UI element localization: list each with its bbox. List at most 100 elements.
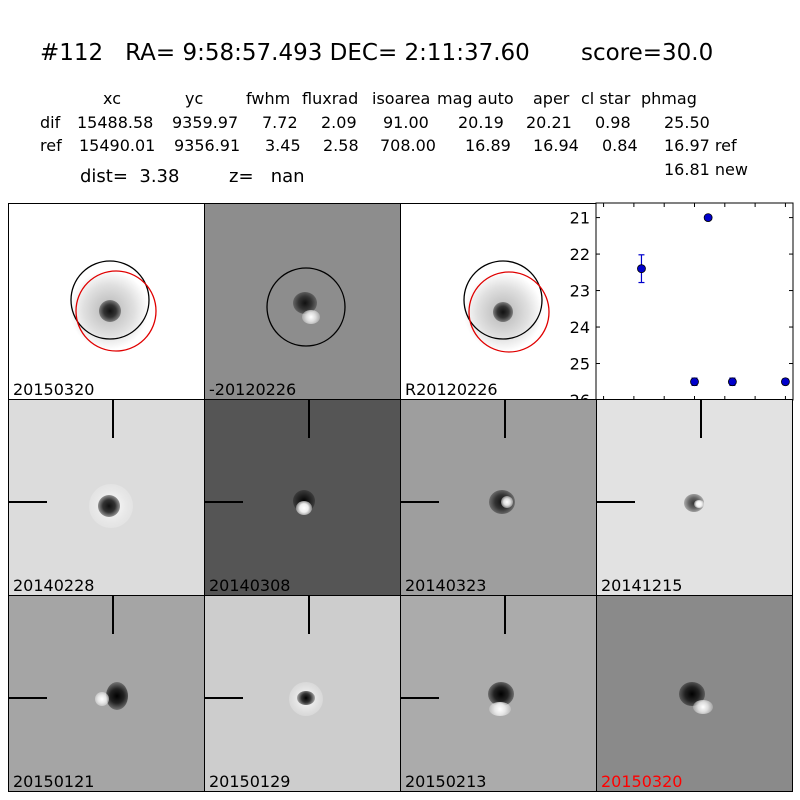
stamp-source bbox=[99, 300, 121, 322]
dif-aper: 20.21 bbox=[526, 113, 572, 132]
stamp-label: -20120226 bbox=[209, 380, 297, 399]
stamp-label: 20150320 bbox=[601, 772, 683, 791]
data-point bbox=[637, 264, 646, 274]
dif-fluxrad: 2.09 bbox=[321, 113, 357, 132]
stamp-label: 20150320 bbox=[13, 380, 95, 399]
dif-phmag: 25.50 bbox=[664, 113, 710, 132]
cutout-panel: 20150129 bbox=[204, 595, 401, 792]
crosshair-horizontal bbox=[205, 697, 243, 699]
dif-xc: 15488.58 bbox=[77, 113, 154, 132]
stamp-source bbox=[493, 302, 513, 322]
crosshair-vertical bbox=[112, 400, 114, 438]
page-title: #112 RA= 9:58:57.493 DEC= 2:11:37.60 sco… bbox=[40, 40, 714, 66]
cutout-panel: 20150121 bbox=[8, 595, 205, 792]
crosshair-vertical bbox=[504, 596, 506, 634]
crosshair-horizontal bbox=[9, 501, 47, 503]
stamp-source-bright bbox=[95, 692, 109, 706]
stamp-circles bbox=[266, 267, 346, 347]
crosshair-vertical bbox=[308, 400, 310, 438]
cutout-panel: 20150320 bbox=[596, 595, 793, 792]
data-point bbox=[727, 377, 737, 387]
black-aperture-circle bbox=[70, 260, 150, 340]
stamp-source-dark bbox=[106, 682, 128, 710]
row-label-dif: dif bbox=[40, 113, 61, 132]
black-aperture-circle bbox=[266, 267, 346, 347]
cutout-panel: 20140228 bbox=[8, 399, 205, 596]
ref-mag-auto: 16.89 bbox=[465, 136, 511, 155]
stamp-panel-diff: -20120226 bbox=[204, 203, 401, 400]
cutout-panel: 20141215 bbox=[596, 399, 793, 596]
crosshair-horizontal bbox=[9, 697, 47, 699]
stamp-panel-ref: R20120226 bbox=[400, 203, 597, 400]
dif-yc: 9359.97 bbox=[172, 113, 239, 132]
y-tick-label: 25 bbox=[570, 355, 590, 374]
col-header-xc: xc bbox=[103, 89, 121, 108]
cutout-panel: 20140308 bbox=[204, 399, 401, 596]
ref-phmag: 16.97 ref bbox=[664, 136, 737, 155]
cutout-panel: 20140323 bbox=[400, 399, 597, 596]
crosshair-horizontal bbox=[401, 501, 439, 503]
stamp-panel-new: 20150320 bbox=[8, 203, 205, 400]
col-header-phmag: phmag bbox=[641, 89, 697, 108]
dif-fwhm: 7.72 bbox=[262, 113, 298, 132]
red-aperture-circle bbox=[468, 271, 550, 353]
col-header-isoarea: isoarea bbox=[372, 89, 431, 108]
ref-xc: 15490.01 bbox=[79, 136, 156, 155]
stamp-source-dark bbox=[293, 292, 317, 314]
ref-yc: 9356.91 bbox=[174, 136, 241, 155]
stamp-source-bright bbox=[694, 500, 704, 508]
crosshair-vertical bbox=[308, 596, 310, 634]
data-point bbox=[703, 213, 713, 222]
cutout-panel: 20150213 bbox=[400, 595, 597, 792]
y-tick-label: 23 bbox=[570, 282, 590, 301]
ref-fluxrad: 2.58 bbox=[323, 136, 359, 155]
col-header-cl-star: cl star bbox=[581, 89, 631, 108]
ref-isoarea: 708.00 bbox=[380, 136, 436, 155]
dif-cl-star: 0.98 bbox=[595, 113, 631, 132]
stamp-circles bbox=[70, 260, 157, 352]
z-text: z= nan bbox=[229, 166, 305, 187]
crosshair-vertical bbox=[504, 400, 506, 438]
stamp-label: 20140308 bbox=[209, 576, 291, 595]
ref-aper: 16.94 bbox=[533, 136, 579, 155]
red-aperture-circle bbox=[75, 270, 157, 352]
crosshair-horizontal bbox=[205, 501, 243, 503]
dif-isoarea: 91.00 bbox=[383, 113, 429, 132]
data-point bbox=[690, 377, 699, 387]
stamp-label: 20150121 bbox=[13, 772, 95, 791]
black-aperture-circle bbox=[463, 260, 543, 340]
crosshair-horizontal bbox=[401, 697, 439, 699]
crosshair-horizontal bbox=[597, 501, 635, 503]
new-mag-text: 16.81 new bbox=[664, 160, 748, 179]
col-header-mag-auto: mag auto bbox=[437, 89, 514, 108]
dif-mag-auto: 20.19 bbox=[458, 113, 504, 132]
light-curve-panel: 212223242526−120−100−80−60−40−200 bbox=[570, 202, 794, 423]
stamp-label: 20140323 bbox=[405, 576, 487, 595]
stamp-label: 20141215 bbox=[601, 576, 683, 595]
stamp-source-bright bbox=[489, 702, 511, 716]
row-label-ref: ref bbox=[40, 136, 62, 155]
stamp-source-bright bbox=[501, 496, 513, 508]
stamp-source bbox=[98, 495, 120, 517]
crosshair-vertical bbox=[112, 596, 114, 634]
dist-text: dist= 3.38 bbox=[80, 166, 180, 187]
stamp-label: 20140228 bbox=[13, 576, 95, 595]
crosshair-vertical bbox=[700, 400, 702, 438]
col-header-fwhm: fwhm bbox=[246, 89, 291, 108]
data-point bbox=[781, 377, 790, 387]
ref-cl-star: 0.84 bbox=[602, 136, 638, 155]
stamp-label: 20150129 bbox=[209, 772, 291, 791]
stamp-source-bright bbox=[296, 501, 312, 515]
stamp-source-bright bbox=[693, 700, 713, 714]
y-tick-label: 21 bbox=[570, 209, 590, 228]
stamp-label: 20150213 bbox=[405, 772, 487, 791]
stamp-source-dark bbox=[297, 691, 315, 705]
stamp-label: R20120226 bbox=[405, 380, 498, 399]
ref-fwhm: 3.45 bbox=[265, 136, 301, 155]
y-tick-label: 22 bbox=[570, 245, 590, 264]
y-tick-label: 24 bbox=[570, 318, 590, 337]
plot-frame bbox=[595, 202, 794, 401]
stamp-circles bbox=[463, 260, 550, 353]
stamp-source-bright bbox=[302, 310, 320, 324]
col-header-fluxrad: fluxrad bbox=[302, 89, 359, 108]
